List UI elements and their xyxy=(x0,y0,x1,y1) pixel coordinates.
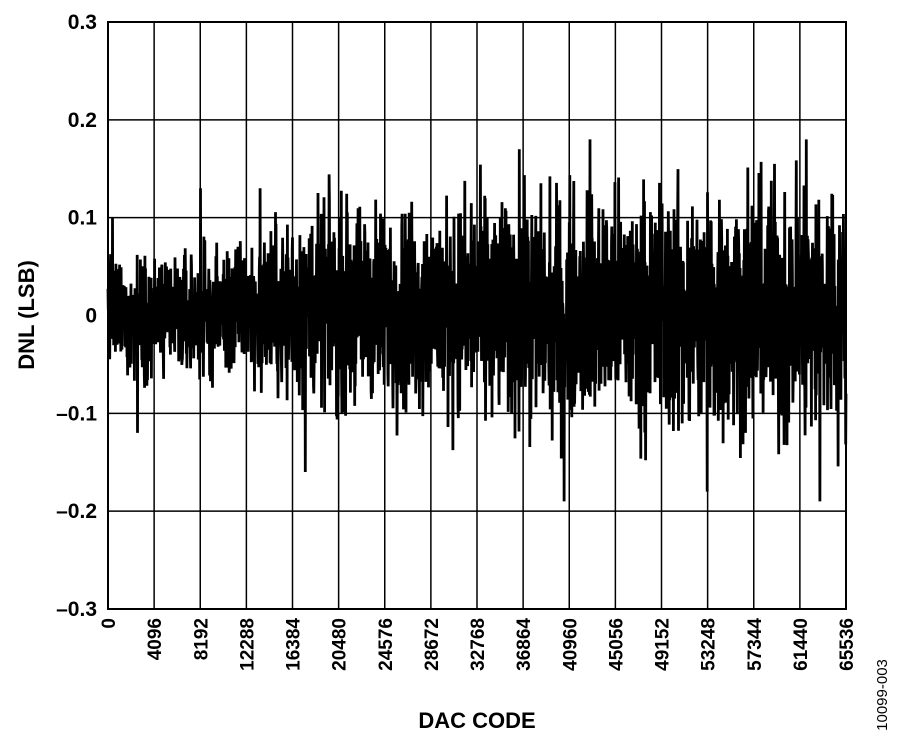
x-tick-label: 4096 xyxy=(145,618,166,660)
x-tick-labels: 0 4096 8192 12288 16384 20480 24576 28672 32768 3… xyxy=(99,618,858,671)
y-tick-label: –0.3 xyxy=(56,598,97,621)
plot-frame xyxy=(107,21,847,610)
y-axis-title: DNL (LSB) xyxy=(14,260,39,370)
x-tick-label: 32768 xyxy=(468,618,489,671)
x-tick-label: 24576 xyxy=(376,618,397,671)
x-tick-label: 53248 xyxy=(699,618,720,671)
x-tick-label: 65536 xyxy=(837,618,858,671)
x-tick-label: 20480 xyxy=(330,618,351,671)
x-tick-label: 8192 xyxy=(191,618,212,660)
x-tick-label: 45056 xyxy=(606,618,627,671)
x-tick-label: 40960 xyxy=(560,618,581,671)
x-tick-label: 0 xyxy=(99,618,120,629)
y-tick-label: 0.3 xyxy=(68,11,97,34)
figure-id: 10099-003 xyxy=(874,659,891,731)
dnl-series xyxy=(106,139,848,502)
x-tick-label: 57344 xyxy=(745,618,766,671)
x-tick-label: 36864 xyxy=(514,618,535,671)
y-tick-label: 0 xyxy=(85,305,97,328)
dnl-trace xyxy=(106,139,848,502)
y-tick-label: –0.2 xyxy=(56,500,97,523)
x-tick-label: 28672 xyxy=(422,618,443,671)
x-tick-label: 12288 xyxy=(237,618,258,671)
x-axis-title: DAC CODE xyxy=(418,708,535,733)
y-tick-label: –0.1 xyxy=(56,402,97,425)
y-tick-label: 0.2 xyxy=(68,109,97,132)
y-tick-labels: 0.3 0.2 0.1 0 –0.1 –0.2 –0.3 xyxy=(56,11,97,621)
x-tick-label: 16384 xyxy=(284,618,305,671)
x-tick-label: 61440 xyxy=(791,618,812,671)
y-tick-label: 0.1 xyxy=(68,207,98,230)
x-tick-label: 49152 xyxy=(653,618,674,671)
